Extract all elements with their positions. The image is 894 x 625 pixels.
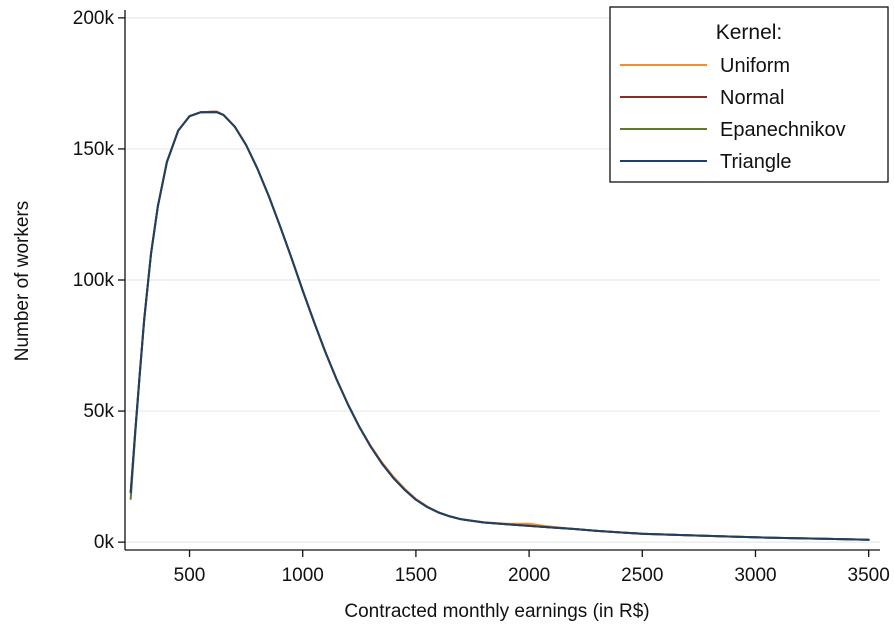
x-tick-label: 500 [174,565,206,586]
series-lines [129,110,870,541]
y-tick-label: 50k [83,401,114,422]
x-tick-label: 2000 [508,565,550,586]
series-line-triangle [129,111,870,541]
gridlines [125,17,880,543]
legend: Kernel: Uniform Normal Epanechnikov Triangl… [609,6,889,183]
legend-box [609,6,889,183]
legend-label-epanechnikov: Epanechnikov [720,119,846,141]
x-tick-label: 3500 [848,565,890,586]
x-tick-label: 1000 [282,565,324,586]
x-tick-label: 3000 [734,565,776,586]
legend-label-normal: Normal [720,87,784,109]
x-tick-label: 2500 [621,565,663,586]
y-tick-label: 200k [73,8,115,29]
y-tick-label: 150k [73,139,115,160]
x-tick-label: 1500 [395,565,437,586]
y-tick-label: 0k [94,532,115,553]
x-axis-title: Contracted monthly earnings (in R$) [344,601,649,622]
y-axis-title: Number of workers [12,201,33,362]
axes: 0k 50k 100k 150k 200k 500 1000 1500 2000 2500 3000… [73,8,890,586]
y-tick-label: 100k [73,270,115,291]
legend-title: Kernel: [716,21,783,44]
legend-label-uniform: Uniform [720,55,790,77]
legend-label-triangle: Triangle [720,151,792,173]
